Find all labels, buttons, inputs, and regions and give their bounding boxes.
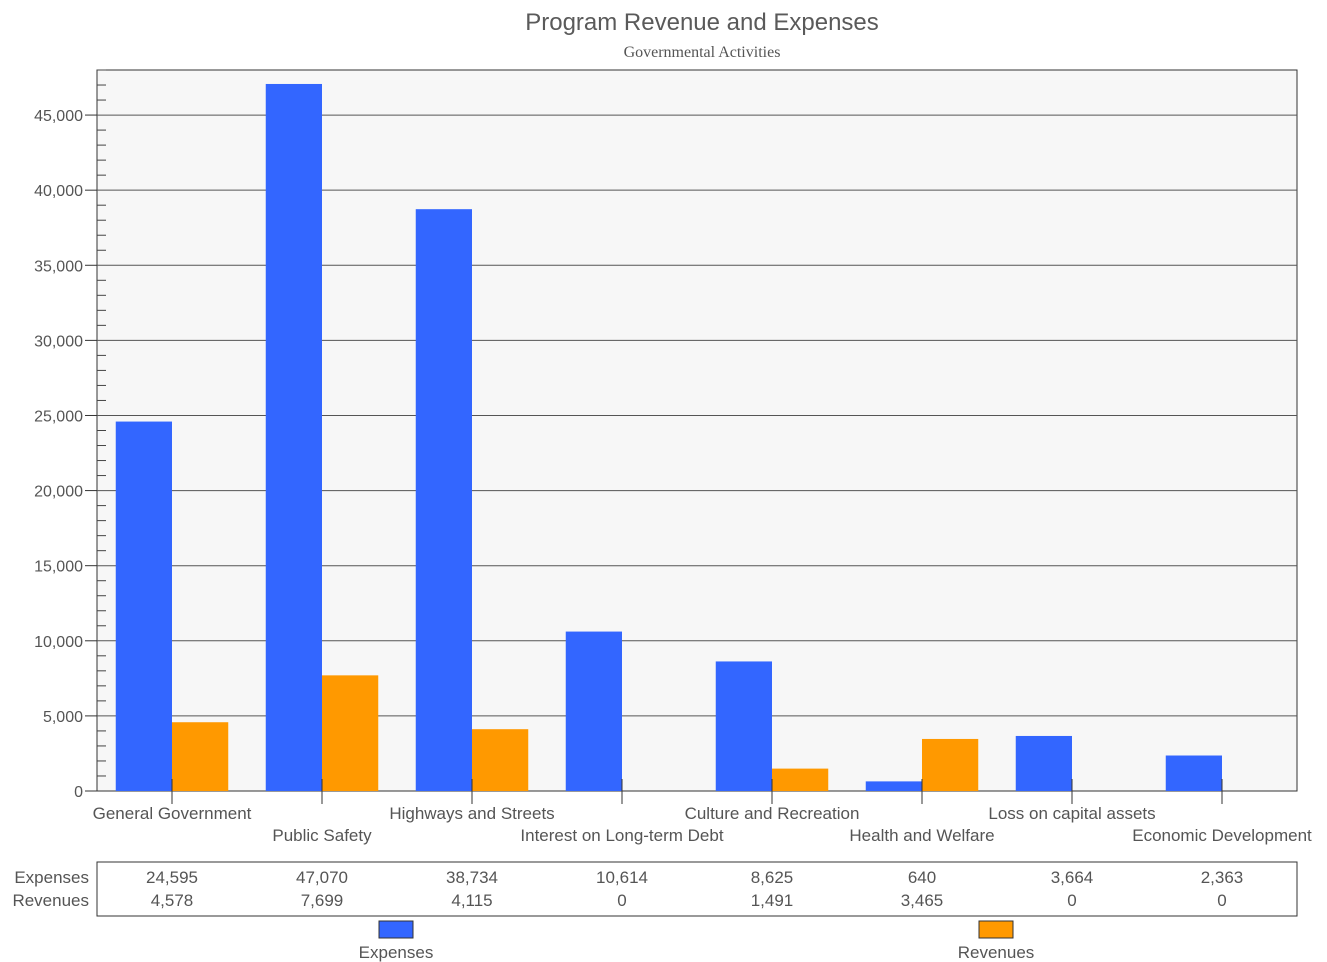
x-category-label: Culture and Recreation [685, 804, 860, 823]
x-category-label: Public Safety [272, 826, 372, 845]
x-axis-category-labels: General Government Public Safety Highways … [93, 804, 1312, 845]
y-tick-label: 15,000 [34, 559, 83, 576]
table-cell: 0 [617, 891, 626, 910]
table-cell: 4,578 [151, 891, 194, 910]
bar-expenses [565, 631, 622, 791]
bar-expenses [415, 209, 472, 791]
y-tick-label: 0 [74, 784, 83, 801]
x-category-label: Loss on capital assets [988, 804, 1155, 823]
bar-revenues [472, 729, 529, 791]
bar-expenses [865, 781, 922, 791]
y-tick-label: 25,000 [34, 408, 83, 425]
y-axis-minor-ticks [97, 69, 106, 777]
y-tick-label: 30,000 [34, 333, 83, 350]
x-category-label: Health and Welfare [849, 826, 994, 845]
bars [115, 83, 1222, 792]
legend: Expenses Revenues [359, 920, 1035, 962]
chart-subtitle: Governmental Activities [624, 44, 781, 61]
y-tick-label: 35,000 [34, 258, 83, 275]
table-cell: 3,465 [901, 891, 944, 910]
legend-label: Revenues [958, 943, 1035, 962]
x-category-label: Economic Development [1132, 826, 1312, 845]
bar-revenues [922, 738, 979, 791]
table-cell: 0 [1217, 891, 1226, 910]
table-cell: 2,363 [1201, 868, 1244, 887]
x-category-label: Highways and Streets [389, 804, 554, 823]
bar-expenses [715, 661, 772, 791]
table-cell: 1,491 [751, 891, 794, 910]
table-cell: 38,734 [446, 868, 498, 887]
x-axis-ticks [171, 779, 1223, 804]
data-table-border [96, 861, 1298, 917]
bar-expenses [265, 83, 322, 792]
y-tick-label: 5,000 [43, 709, 83, 726]
legend-swatch-revenues [978, 920, 1014, 939]
table-cell: 640 [908, 868, 936, 887]
y-axis-tick-labels: 0 5,000 10,000 15,000 20,000 25,000 30,000 35,0… [34, 108, 83, 801]
y-tick-label: 20,000 [34, 484, 83, 501]
bar-revenues [772, 768, 829, 791]
chart-title: Program Revenue and Expenses [525, 9, 879, 36]
bar-expenses [1165, 755, 1222, 791]
table-cell: 47,070 [296, 868, 348, 887]
legend-swatch-expenses [378, 920, 414, 939]
bar-expenses [115, 421, 172, 791]
data-table: Expenses 24,595 47,070 38,734 10,614 8,625 640… [12, 868, 1243, 910]
table-cell: 24,595 [146, 868, 198, 887]
legend-label: Expenses [359, 943, 434, 962]
table-cell: 4,115 [451, 891, 492, 910]
y-tick-label: 40,000 [34, 183, 83, 200]
bar-revenues [322, 675, 379, 791]
table-row-label: Revenues [12, 891, 89, 910]
y-tick-label: 45,000 [34, 108, 83, 125]
table-cell: 3,664 [1051, 868, 1094, 887]
table-row-label: Expenses [14, 868, 89, 887]
x-category-label: General Government [93, 804, 252, 823]
table-cell: 7,699 [301, 891, 344, 910]
table-cell: 10,614 [596, 868, 648, 887]
bar-revenues [172, 722, 229, 791]
table-cell: 8,625 [751, 868, 794, 887]
y-tick-label: 10,000 [34, 634, 83, 651]
table-cell: 0 [1067, 891, 1076, 910]
x-category-label: Interest on Long-term Debt [520, 826, 723, 845]
bar-expenses [1015, 735, 1072, 791]
